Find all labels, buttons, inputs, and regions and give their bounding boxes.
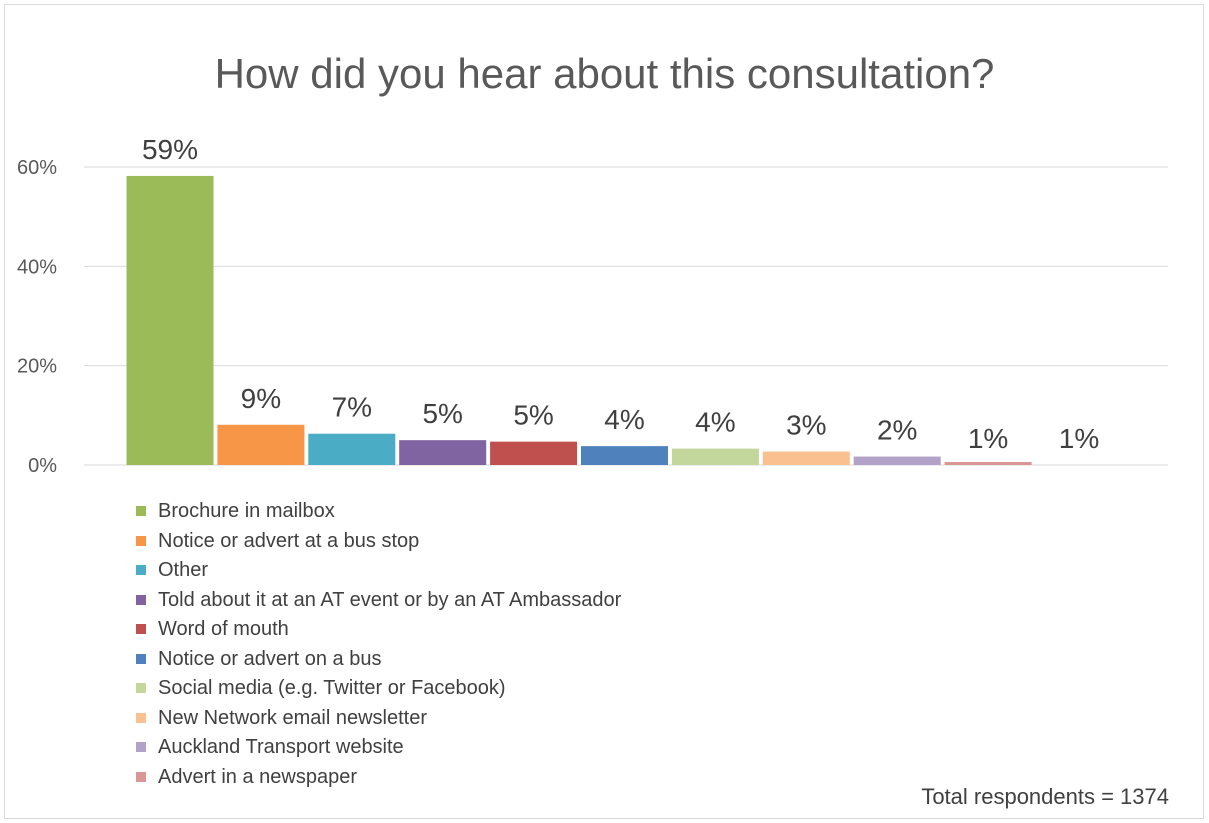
data-label: 1% xyxy=(968,423,1008,454)
legend-item: New Network email newsletter xyxy=(136,704,621,734)
bar xyxy=(762,451,850,465)
legend-swatch xyxy=(136,506,146,516)
y-tick-label: 20% xyxy=(17,356,57,378)
legend-swatch xyxy=(136,683,146,693)
chart-frame xyxy=(4,4,1204,819)
bar xyxy=(490,441,578,465)
legend-label: Word of mouth xyxy=(158,618,289,640)
data-label: 59% xyxy=(142,134,198,165)
legend-label: New Network email newsletter xyxy=(158,706,427,729)
legend-item: Notice or advert on a bus xyxy=(136,645,621,675)
legend-label: Other xyxy=(158,559,209,581)
legend-item: Auckland Transport website xyxy=(136,733,621,763)
bar xyxy=(671,448,759,465)
legend-swatch xyxy=(136,653,146,664)
data-label: 3% xyxy=(786,410,826,441)
legend-swatch xyxy=(136,535,146,546)
data-label: 9% xyxy=(241,383,281,414)
legend-swatch xyxy=(136,565,146,575)
legend-label: Told about it at an AT event or by an AT… xyxy=(158,588,622,611)
legend-label: Brochure in mailbox xyxy=(158,500,335,522)
y-tick-label: 40% xyxy=(17,256,57,278)
legend-swatch xyxy=(136,624,146,634)
legend-label: Advert in a newspaper xyxy=(158,765,358,788)
legend-label: Auckland Transport website xyxy=(158,736,404,758)
data-label: 5% xyxy=(513,400,553,431)
data-label: 5% xyxy=(422,398,462,429)
legend-item: Other xyxy=(136,556,621,586)
data-label: 2% xyxy=(877,415,917,446)
bar xyxy=(944,462,1032,465)
legend-swatch xyxy=(136,742,146,752)
chart-title: How did you hear about this consultation… xyxy=(214,50,995,97)
data-label: 4% xyxy=(695,407,735,438)
bar xyxy=(399,440,487,465)
legend-item: Word of mouth xyxy=(136,615,621,645)
legend-item: Brochure in mailbox xyxy=(136,497,621,527)
bar xyxy=(853,456,941,465)
legend-swatch xyxy=(136,594,146,605)
data-label: 7% xyxy=(332,392,372,423)
legend-swatch xyxy=(136,771,146,782)
legend-item: Advert in a newspaper xyxy=(136,763,621,793)
bar xyxy=(217,424,305,465)
data-label: 4% xyxy=(604,404,644,435)
legend-label: Notice or advert on a bus xyxy=(158,647,382,670)
y-tick-label: 0% xyxy=(28,455,57,477)
legend-item: Notice or advert at a bus stop xyxy=(136,527,621,557)
legend-label: Social media (e.g. Twitter or Facebook) xyxy=(158,677,506,699)
legend-swatch xyxy=(136,712,146,723)
y-tick-label: 60% xyxy=(17,157,57,179)
data-label: 1% xyxy=(1059,423,1099,454)
bar xyxy=(581,446,668,465)
legend-label: Notice or advert at a bus stop xyxy=(158,529,420,552)
legend-item: Social media (e.g. Twitter or Facebook) xyxy=(136,674,621,704)
legend: Brochure in mailbox Notice or advert at a… xyxy=(136,497,621,792)
legend-item: Told about it at an AT event or by an AT… xyxy=(136,586,621,616)
total-respondents-note: Total respondents = 1374 xyxy=(921,784,1169,809)
bar xyxy=(126,175,214,465)
bar xyxy=(308,433,396,465)
